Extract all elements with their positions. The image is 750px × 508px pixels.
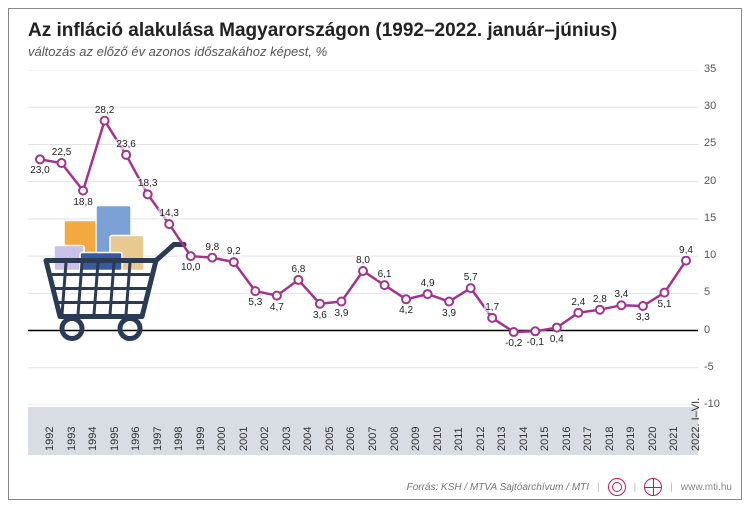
x-axis-band	[28, 407, 698, 455]
footer-separator: |	[597, 482, 600, 493]
chart-title: Az infláció alakulása Magyarországon (19…	[28, 20, 617, 42]
x-axis-tick-label: 2005	[324, 427, 336, 451]
value-label: 10,0	[180, 262, 201, 273]
y-axis-tick-label: 5	[704, 286, 710, 298]
value-label: 18,3	[137, 178, 158, 189]
mti-logo-icon	[608, 478, 626, 496]
value-label: 5,1	[657, 299, 673, 310]
value-label: 1,7	[484, 302, 500, 313]
value-label: 14,3	[158, 208, 179, 219]
value-label: 8,0	[355, 255, 371, 266]
x-axis-tick-label: 2000	[216, 427, 228, 451]
value-label: 6,1	[377, 269, 393, 280]
y-axis-tick-label: 0	[704, 324, 710, 336]
value-label: 3,9	[441, 308, 457, 319]
chart-subtitle: változás az előző év azonos időszakához …	[28, 44, 327, 59]
x-axis-tick-label: 2001	[238, 427, 250, 451]
footer-source: Forrás: KSH / MTVA Sajtóarchívum / MTI	[407, 482, 589, 493]
x-axis-tick-label: 2004	[302, 427, 314, 451]
x-axis-tick-label: 2013	[496, 427, 508, 451]
x-axis-tick-label: 2017	[582, 427, 594, 451]
x-axis-tick-label: 2002	[259, 427, 271, 451]
shopping-cart-icon	[46, 206, 184, 339]
x-axis-tick-label: 2007	[367, 427, 379, 451]
value-label: 9,8	[204, 242, 220, 253]
value-label: 4,9	[420, 278, 436, 289]
value-label: 18,8	[72, 197, 93, 208]
y-axis-tick-label: 25	[704, 137, 716, 149]
mti-logo-quad-icon	[644, 478, 662, 496]
value-label: 9,2	[226, 246, 242, 257]
x-axis-tick-label: 1994	[87, 427, 99, 451]
value-label: 28,2	[94, 105, 115, 116]
x-axis-tick-label: 2011	[453, 427, 465, 451]
x-axis-tick-label: 2016	[561, 427, 573, 451]
value-label: 23,6	[115, 139, 136, 150]
value-label: 22,5	[51, 147, 72, 158]
value-label: 6,8	[290, 264, 306, 275]
footer-site: www.mti.hu	[681, 482, 732, 493]
x-axis-tick-label: 2003	[281, 427, 293, 451]
value-label: 9,4	[678, 245, 694, 256]
value-label: 5,7	[463, 272, 479, 283]
value-label: 0,4	[549, 334, 565, 345]
value-label: -0,2	[504, 338, 523, 349]
y-axis-tick-label: -10	[704, 398, 720, 410]
y-axis-tick-label: 30	[704, 100, 716, 112]
chart-frame: Az infláció alakulása Magyarországon (19…	[0, 0, 750, 508]
x-axis-tick-label: 1999	[195, 427, 207, 451]
x-axis-tick-label: 2008	[389, 427, 401, 451]
value-label: 3,6	[312, 310, 328, 321]
x-axis-tick-label: 1998	[173, 427, 185, 451]
value-label: 3,4	[613, 289, 629, 300]
x-axis-tick-label: 2006	[345, 427, 357, 451]
x-axis-tick-label: 1995	[109, 427, 121, 451]
x-axis-tick-label: 2019	[625, 427, 637, 451]
footer-separator: |	[634, 482, 637, 493]
x-axis-tick-label: 1993	[66, 427, 78, 451]
line-chart	[28, 70, 698, 405]
x-axis-tick-label: 1992	[44, 427, 56, 451]
value-label: 2,4	[570, 297, 586, 308]
y-axis-tick-label: 10	[704, 249, 716, 261]
value-label: -0,1	[526, 337, 545, 348]
y-axis-tick-label: 20	[704, 175, 716, 187]
x-axis-tick-label: 2010	[432, 427, 444, 451]
x-axis-tick-label: 1997	[152, 427, 164, 451]
x-axis-tick-label: 2015	[539, 427, 551, 451]
x-axis-tick-label: 2021	[668, 427, 680, 451]
value-label: 5,3	[247, 297, 263, 308]
value-label: 4,2	[398, 305, 414, 316]
x-axis-tick-label: 2022. I–VI.	[690, 398, 702, 451]
x-axis-tick-label: 1996	[130, 427, 142, 451]
x-axis-tick-label: 2018	[604, 427, 616, 451]
footer-separator: |	[670, 482, 673, 493]
value-label: 2,8	[592, 294, 608, 305]
x-axis-tick-label: 2020	[647, 427, 659, 451]
y-axis-tick-label: 15	[704, 212, 716, 224]
y-axis-tick-label: 35	[704, 63, 716, 75]
value-label: 3,3	[635, 312, 651, 323]
x-axis-tick-label: 2009	[410, 427, 422, 451]
x-axis-tick-label: 2012	[475, 427, 487, 451]
y-axis-tick-label: -5	[704, 361, 714, 373]
chart-footer: Forrás: KSH / MTVA Sajtóarchívum / MTI |…	[407, 478, 732, 496]
value-label: 3,9	[334, 308, 350, 319]
value-label: 23,0	[29, 165, 50, 176]
value-label: 4,7	[269, 302, 285, 313]
x-axis-tick-label: 2014	[518, 427, 530, 451]
